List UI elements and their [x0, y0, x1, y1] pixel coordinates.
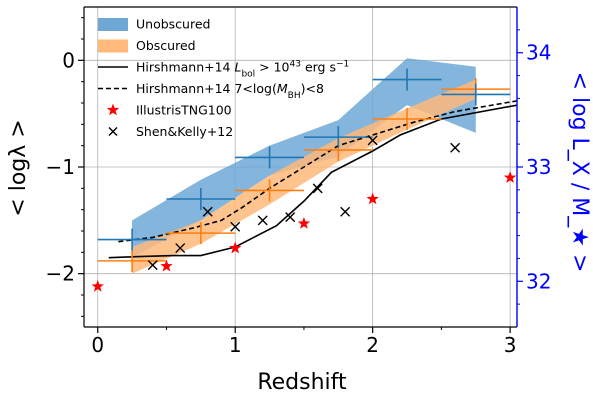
h14-lbol-line	[108, 104, 517, 259]
y-right-tick-label-1: 33	[526, 155, 551, 179]
legend-marker-shen-b	[108, 127, 118, 136]
legend-item-shen: Shen&Kelly+12	[108, 124, 233, 139]
tng-point-0	[91, 279, 104, 292]
tng-point-5	[503, 171, 517, 183]
legend-item-tng: IllustrisTNG100	[106, 103, 232, 118]
x-tick-label-2: 2	[366, 333, 379, 357]
shen-cross-b-5	[285, 212, 296, 223]
plot-clip-group	[84, 7, 517, 327]
shen-cross-b-8	[367, 135, 378, 146]
shen-point-0	[147, 260, 158, 271]
legend-swatch-unobscured	[98, 18, 128, 31]
shen-point-9	[450, 142, 461, 153]
legend-label-obscured: Obscured	[136, 38, 196, 53]
shen-point-8	[367, 135, 378, 146]
y-tick-label-2: 0	[62, 48, 75, 72]
tng-point-2	[229, 241, 242, 254]
legend-label-unobscured: Unobscured	[136, 17, 210, 32]
tng-point-1	[160, 259, 173, 272]
shen-point-2	[202, 206, 213, 217]
legend-label-h14_lbol: Hirshmann+14 Lbol > 1043 erg s−1	[136, 60, 349, 80]
shen-cross-b-7	[340, 206, 351, 217]
shen-cross-b-3	[230, 221, 241, 232]
x-axis-label: Redshift	[257, 370, 347, 395]
shen-cross-b-4	[257, 215, 268, 226]
legend-label-shen: Shen&Kelly+12	[136, 124, 233, 139]
legend: Unobscured Obscured Hirshmann+14 Lbol > 10…	[98, 17, 349, 139]
shen-point-6	[312, 183, 323, 194]
legend-item-unobscured: Unobscured	[98, 17, 210, 32]
shen-point-1	[175, 243, 186, 254]
axes: 0 1 2 3 −2 −1 0 32 33 34	[46, 6, 551, 357]
legend-item-obscured: Obscured	[98, 38, 196, 53]
legend-item-h14_lbol: Hirshmann+14 Lbol > 1043 erg s−1	[98, 60, 349, 80]
legend-label-h14_mbh: Hirshmann+14 7<log(MBH)<8	[136, 81, 324, 101]
x-tick-label-0: 0	[91, 333, 104, 357]
shen-cross-b-2	[202, 206, 213, 217]
legend-swatch-obscured	[98, 39, 128, 53]
legend-marker-tng	[106, 103, 120, 116]
shen-point-7	[340, 206, 351, 217]
shen-cross-b-6	[312, 183, 323, 194]
tng-point-3	[297, 217, 311, 229]
legend-item-h14_mbh: Hirshmann+14 7<log(MBH)<8	[98, 81, 324, 101]
legend-label-tng: IllustrisTNG100	[136, 103, 232, 118]
x-tick-label-1: 1	[229, 333, 242, 357]
y-tick-label-1: −1	[46, 155, 75, 179]
shen-cross-b-1	[175, 243, 186, 254]
shen-cross-b-0	[147, 260, 158, 271]
shen-point-4	[257, 215, 268, 226]
shen-point-3	[230, 221, 241, 232]
y-tick-label-0: −2	[46, 262, 75, 286]
tng-point-4	[366, 192, 379, 205]
x-tick-label-3: 3	[504, 333, 517, 357]
obscured-band	[132, 79, 476, 274]
y-right-tick-label-0: 32	[526, 269, 551, 293]
plot-area	[84, 7, 517, 327]
y-axis-right-label: < log L_X / M_★ >	[567, 72, 592, 273]
shen-point-5	[285, 212, 296, 223]
y-axis-label: < logλ >	[6, 119, 31, 216]
y-right-tick-label-2: 34	[526, 41, 551, 65]
shen-cross-b-9	[450, 142, 461, 153]
h14-mbh-line	[118, 100, 517, 243]
